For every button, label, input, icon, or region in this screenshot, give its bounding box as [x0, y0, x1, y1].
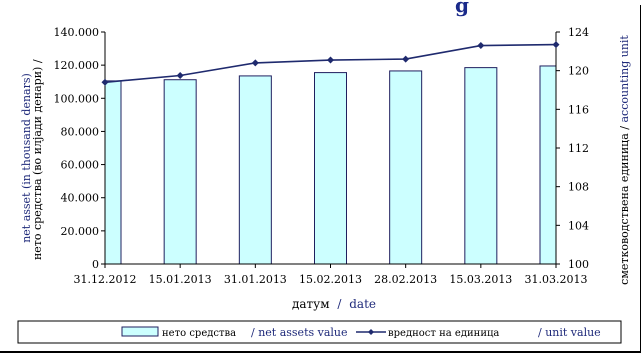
- right-tick-label-2: 108: [568, 181, 589, 194]
- left-tick-label-4: 80.000: [61, 125, 100, 138]
- unit-value-point-1: [177, 72, 184, 79]
- left-axis-title: нето средства (во илјади денари) / net a…: [20, 56, 44, 260]
- x-tick-label-4: 28.02.2013: [374, 273, 437, 286]
- right-tick-label-5: 120: [568, 65, 589, 78]
- x-tick-label-3: 15.02.2013: [299, 273, 362, 286]
- x-tick-label-0: 31.12.2012: [74, 273, 137, 286]
- right-axis-title: сметководствена единица / accounting uni…: [618, 35, 631, 285]
- left-axis-label-english: net asset (in thousand denars): [20, 73, 33, 243]
- left-tick-label-7: 140.000: [54, 26, 100, 39]
- x-tick-label-1: 15.01.2013: [149, 273, 212, 286]
- right-axis-label-cyrillic: сметководствена единица /: [618, 126, 631, 285]
- legend-bar-label-cyrillic: нето средства: [162, 328, 236, 339]
- x-axis-label-english: date: [349, 297, 376, 311]
- legend-line-label-cyrillic: вредност на единица: [388, 328, 499, 339]
- bar-1: [164, 80, 196, 264]
- plot-area: g 0 20.000 40.000 60.000 80.000 100.000 120.00…: [54, 0, 590, 286]
- bar-series: [105, 66, 556, 264]
- left-tick-label-2: 40.000: [61, 192, 100, 205]
- unit-value-point-4: [402, 56, 409, 63]
- x-axis-label-sep: /: [337, 297, 342, 311]
- unit-value-point-3: [327, 57, 334, 64]
- legend: нето средства / net assets value вреднос…: [18, 321, 621, 343]
- left-tick-label-6: 120.000: [54, 59, 100, 72]
- right-tick-label-6: 124: [568, 26, 589, 39]
- bar-2: [239, 76, 271, 264]
- legend-bar-swatch: [122, 327, 158, 336]
- left-tick-label-3: 60.000: [61, 159, 100, 172]
- right-axis-label-english: accounting unit: [618, 35, 631, 123]
- left-tick-label-0: 0: [92, 258, 99, 271]
- left-tick-label-5: 100.000: [54, 92, 100, 105]
- x-axis-label-cyrillic: датум: [292, 297, 330, 311]
- bar-4: [390, 71, 422, 264]
- right-tick-label-1: 104: [568, 219, 589, 232]
- bar-6: [540, 66, 556, 264]
- right-tick-label-4: 116: [568, 103, 589, 116]
- bar-5: [465, 68, 497, 264]
- bar-0: [105, 81, 121, 264]
- x-tick-label-6: 31.03.2013: [525, 273, 588, 286]
- unit-value-point-5: [477, 42, 484, 49]
- left-tick-label-1: 20.000: [61, 225, 100, 238]
- legend-line-label-english: / unit value: [538, 326, 601, 339]
- x-tick-label-2: 31.01.2013: [224, 273, 287, 286]
- chart-title-fragment: g: [455, 0, 469, 17]
- x-axis-title: датум / date: [292, 297, 376, 311]
- right-tick-label-0: 100: [568, 258, 589, 271]
- unit-value-point-2: [252, 59, 259, 66]
- legend-bar-label-english: / net assets value: [251, 326, 348, 339]
- x-tick-label-5: 15.03.2013: [449, 273, 512, 286]
- right-tick-label-3: 112: [568, 142, 589, 155]
- unit-value-point-6: [553, 41, 560, 48]
- bar-3: [315, 73, 347, 264]
